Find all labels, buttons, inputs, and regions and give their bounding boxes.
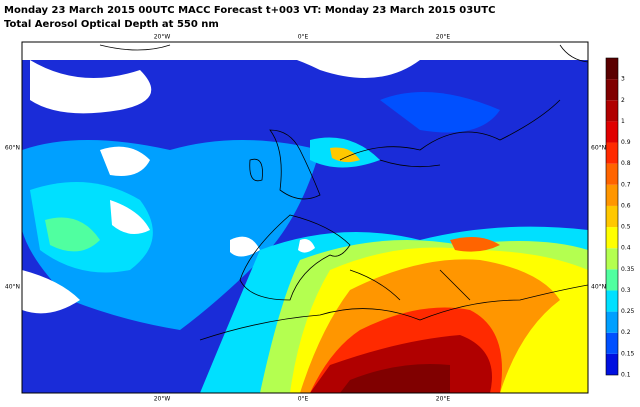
lat-label: 60°N	[5, 145, 20, 152]
colorbar-label: 0.1	[621, 372, 631, 379]
colorbar-swatch	[606, 248, 618, 270]
lon-label: 20°E	[436, 34, 451, 41]
colorbar-label: 0.5	[621, 224, 631, 231]
colorbar-swatch	[606, 163, 618, 185]
colorbar: 0.1 0.15 0.2 0.25 0.3 0.35 0.4 0.5 0.6 0.7 0.8 0.9 1…	[605, 57, 635, 379]
map-frame	[21, 41, 589, 394]
colorbar-label: 0.8	[621, 160, 631, 167]
colorbar-label: 0.9	[621, 139, 631, 146]
colorbar-label: 0.3	[621, 287, 631, 294]
lon-label: 20°W	[154, 396, 171, 403]
colorbar-label: 0.35	[621, 266, 635, 273]
colorbar-swatch	[606, 269, 618, 291]
lon-label: 20°E	[436, 396, 451, 403]
colorbar-label: 3	[621, 76, 625, 83]
colorbar-swatch	[606, 205, 618, 228]
colorbar-swatch	[606, 121, 618, 143]
colorbar-swatch	[606, 142, 618, 164]
colorbar-label: 1	[621, 118, 625, 125]
lon-label: 20°W	[154, 34, 171, 41]
colorbar-swatch	[606, 353, 618, 375]
colorbar-swatch	[606, 227, 618, 249]
colorbar-swatch	[606, 290, 618, 312]
lon-label: 0°E	[298, 34, 309, 41]
colorbar-swatch	[606, 332, 618, 354]
colorbar-label: 0.7	[621, 181, 631, 188]
colorbar-label: 0.4	[621, 245, 631, 252]
colorbar-label: 2	[621, 97, 625, 104]
lat-label: 60°N	[591, 145, 606, 152]
lat-label: 40°N	[591, 284, 606, 291]
colorbar-swatch	[606, 311, 618, 333]
colorbar-frame	[605, 57, 619, 376]
subtitle: Total Aerosol Optical Depth at 550 nm	[4, 19, 219, 30]
lat-label: 40°N	[5, 284, 20, 291]
title: Monday 23 March 2015 00UTC MACC Forecast…	[4, 5, 495, 16]
graticule-labels: 20°W 0°E 20°E 20°W 0°E 20°E 60°N 40°N 60°N 40°N	[5, 34, 606, 403]
colorbar-swatch	[606, 100, 618, 122]
colorbar-label: 0.15	[621, 350, 635, 357]
colorbar-label: 0.2	[621, 329, 631, 336]
colorbar-swatch	[606, 58, 618, 80]
colorbar-swatch	[606, 184, 618, 206]
colorbar-label: 0.25	[621, 308, 635, 315]
colorbar-swatch	[606, 79, 618, 101]
aerosol-field	[22, 42, 588, 393]
lon-label: 0°E	[298, 396, 309, 403]
colorbar-label: 0.6	[621, 202, 631, 209]
